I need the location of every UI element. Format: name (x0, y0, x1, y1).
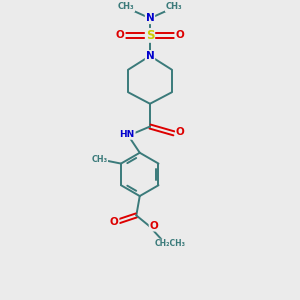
Text: CH₃: CH₃ (118, 2, 134, 11)
Text: HN: HN (120, 130, 135, 139)
Text: O: O (175, 30, 184, 40)
Text: CH₂CH₃: CH₂CH₃ (155, 239, 186, 248)
Text: O: O (176, 127, 185, 137)
Text: O: O (116, 30, 125, 40)
Text: O: O (149, 221, 158, 231)
Text: O: O (110, 217, 118, 227)
Text: N: N (146, 51, 154, 61)
Text: CH₃: CH₃ (166, 2, 182, 11)
Text: N: N (146, 13, 154, 23)
Text: CH₃: CH₃ (91, 154, 107, 164)
Text: S: S (146, 29, 154, 42)
